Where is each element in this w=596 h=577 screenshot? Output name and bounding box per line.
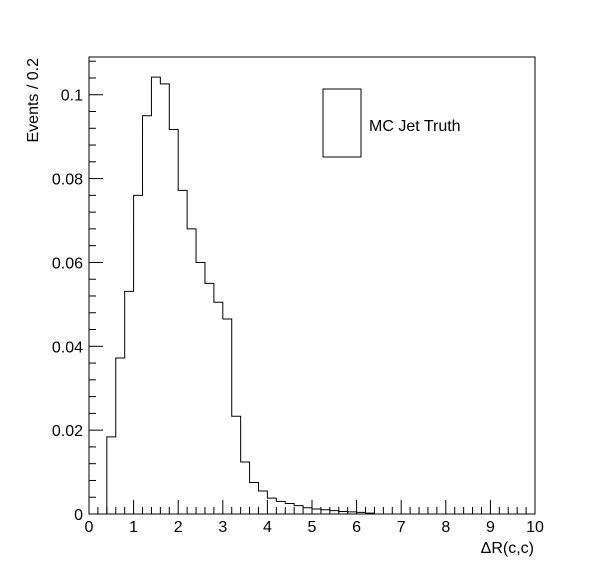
y-tick-label: 0: [74, 507, 83, 524]
x-tick-label: 5: [308, 519, 317, 536]
histogram-bin: [125, 291, 134, 514]
legend-label: MC Jet Truth: [369, 118, 461, 135]
y-tick-label: 0.06: [52, 255, 83, 272]
x-tick-label: 4: [263, 519, 272, 536]
histogram-bin: [276, 501, 285, 514]
histogram-bin: [134, 195, 143, 514]
histogram-bin: [258, 491, 267, 514]
x-tick-label: 6: [352, 519, 361, 536]
histogram-bin: [232, 416, 241, 514]
x-tick-label: 2: [174, 519, 183, 536]
histogram-bin: [321, 510, 330, 514]
histogram-bin: [187, 229, 196, 514]
x-tick-label: 10: [526, 519, 544, 536]
histogram-series-line: [106, 76, 375, 514]
histogram-bin: [223, 319, 232, 514]
x-tick-label: 9: [486, 519, 495, 536]
histogram-bin: [196, 262, 205, 514]
legend-marker: [322, 88, 362, 158]
axis-ticks: [88, 60, 536, 515]
histogram-bin: [241, 462, 250, 514]
x-tick-labels: 0 1 2 3 4 5 6 7 8 9 10: [85, 519, 544, 536]
histogram-bin: [267, 498, 276, 514]
x-tick-label: 0: [85, 519, 94, 536]
histogram-bin: [214, 302, 223, 514]
legend: MC Jet Truth: [322, 88, 461, 158]
y-tick-labels: 0 0.02 0.04 0.06 0.08 0.1: [52, 88, 83, 524]
histogram-bin: [285, 504, 294, 514]
y-axis-label: Events / 0.2: [25, 58, 42, 143]
y-tick-label: 0.04: [52, 339, 83, 356]
histogram-bin: [151, 77, 160, 514]
x-tick-label: 8: [441, 519, 450, 536]
y-tick-label: 0.02: [52, 423, 83, 440]
histogram-bin: [303, 508, 312, 514]
histogram-bin: [160, 84, 169, 514]
histogram-bin: [178, 190, 187, 514]
histogram-bin: [205, 283, 214, 514]
x-tick-label: 7: [397, 519, 406, 536]
histogram-bin: [169, 130, 178, 514]
y-tick-label: 0.08: [52, 172, 83, 189]
histogram-bin: [294, 506, 303, 514]
histogram-bin: [330, 511, 339, 514]
histogram-bin: [107, 437, 116, 514]
x-axis-label: ΔR(c,c): [481, 540, 534, 557]
histogram-bin: [116, 358, 125, 514]
plot-frame: [88, 56, 536, 515]
histogram-bin: [143, 116, 152, 514]
x-tick-label: 3: [218, 519, 227, 536]
y-tick-label: 0.1: [61, 88, 83, 105]
x-tick-label: 1: [129, 519, 138, 536]
histogram-bin: [312, 509, 321, 514]
histogram-bin: [250, 483, 259, 514]
